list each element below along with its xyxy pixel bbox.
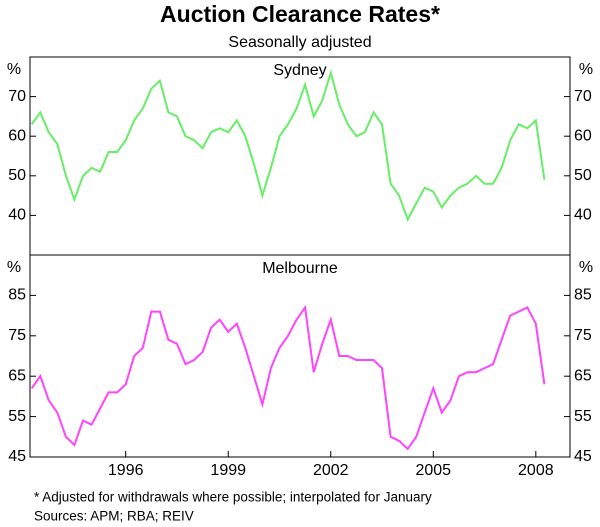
y-tick-label-right: 85	[574, 287, 592, 304]
chart-title: Auction Clearance Rates*	[160, 1, 440, 27]
y-tick-label-right: 45	[574, 448, 592, 465]
y-tick-label-right: 60	[574, 127, 592, 144]
x-tick-label: 1996	[108, 462, 144, 479]
chart-subtitle: Seasonally adjusted	[228, 34, 371, 51]
y-unit-left: %	[7, 61, 21, 78]
y-tick-label-right: 55	[574, 408, 592, 425]
y-tick-label-right: 65	[574, 367, 592, 384]
panel-title: Melbourne	[262, 260, 338, 277]
y-tick-label-right: 50	[574, 167, 592, 184]
panel-frame	[29, 254, 571, 458]
y-unit-left: %	[7, 259, 21, 276]
y-tick-label-left: 85	[8, 287, 26, 304]
x-tick-label: 1999	[210, 462, 246, 479]
y-tick-label-left: 75	[8, 327, 26, 344]
y-tick-label-right: 75	[574, 327, 592, 344]
y-tick-label-right: 40	[574, 207, 592, 224]
data-line	[30, 69, 546, 222]
panel-title: Sydney	[273, 62, 326, 79]
sources: Sources: APM; RBA; REIV	[34, 509, 194, 524]
data-line	[30, 304, 546, 451]
y-tick-label-left: 60	[8, 127, 26, 144]
y-tick-label-left: 65	[8, 367, 26, 384]
y-tick-label-left: 55	[8, 408, 26, 425]
y-tick-label-left: 45	[8, 448, 26, 465]
x-tick-label: 2005	[415, 462, 451, 479]
y-tick-label-left: 50	[8, 167, 26, 184]
x-tick-label: 2008	[518, 462, 554, 479]
footnote: * Adjusted for withdrawals where possibl…	[34, 490, 432, 505]
panel-frame	[29, 56, 571, 256]
y-unit-right: %	[579, 259, 593, 276]
x-tick-label: 2002	[313, 462, 349, 479]
y-tick-label-left: 40	[8, 207, 26, 224]
y-unit-right: %	[579, 61, 593, 78]
y-tick-label-right: 70	[574, 88, 592, 105]
y-tick-label-left: 70	[8, 88, 26, 105]
